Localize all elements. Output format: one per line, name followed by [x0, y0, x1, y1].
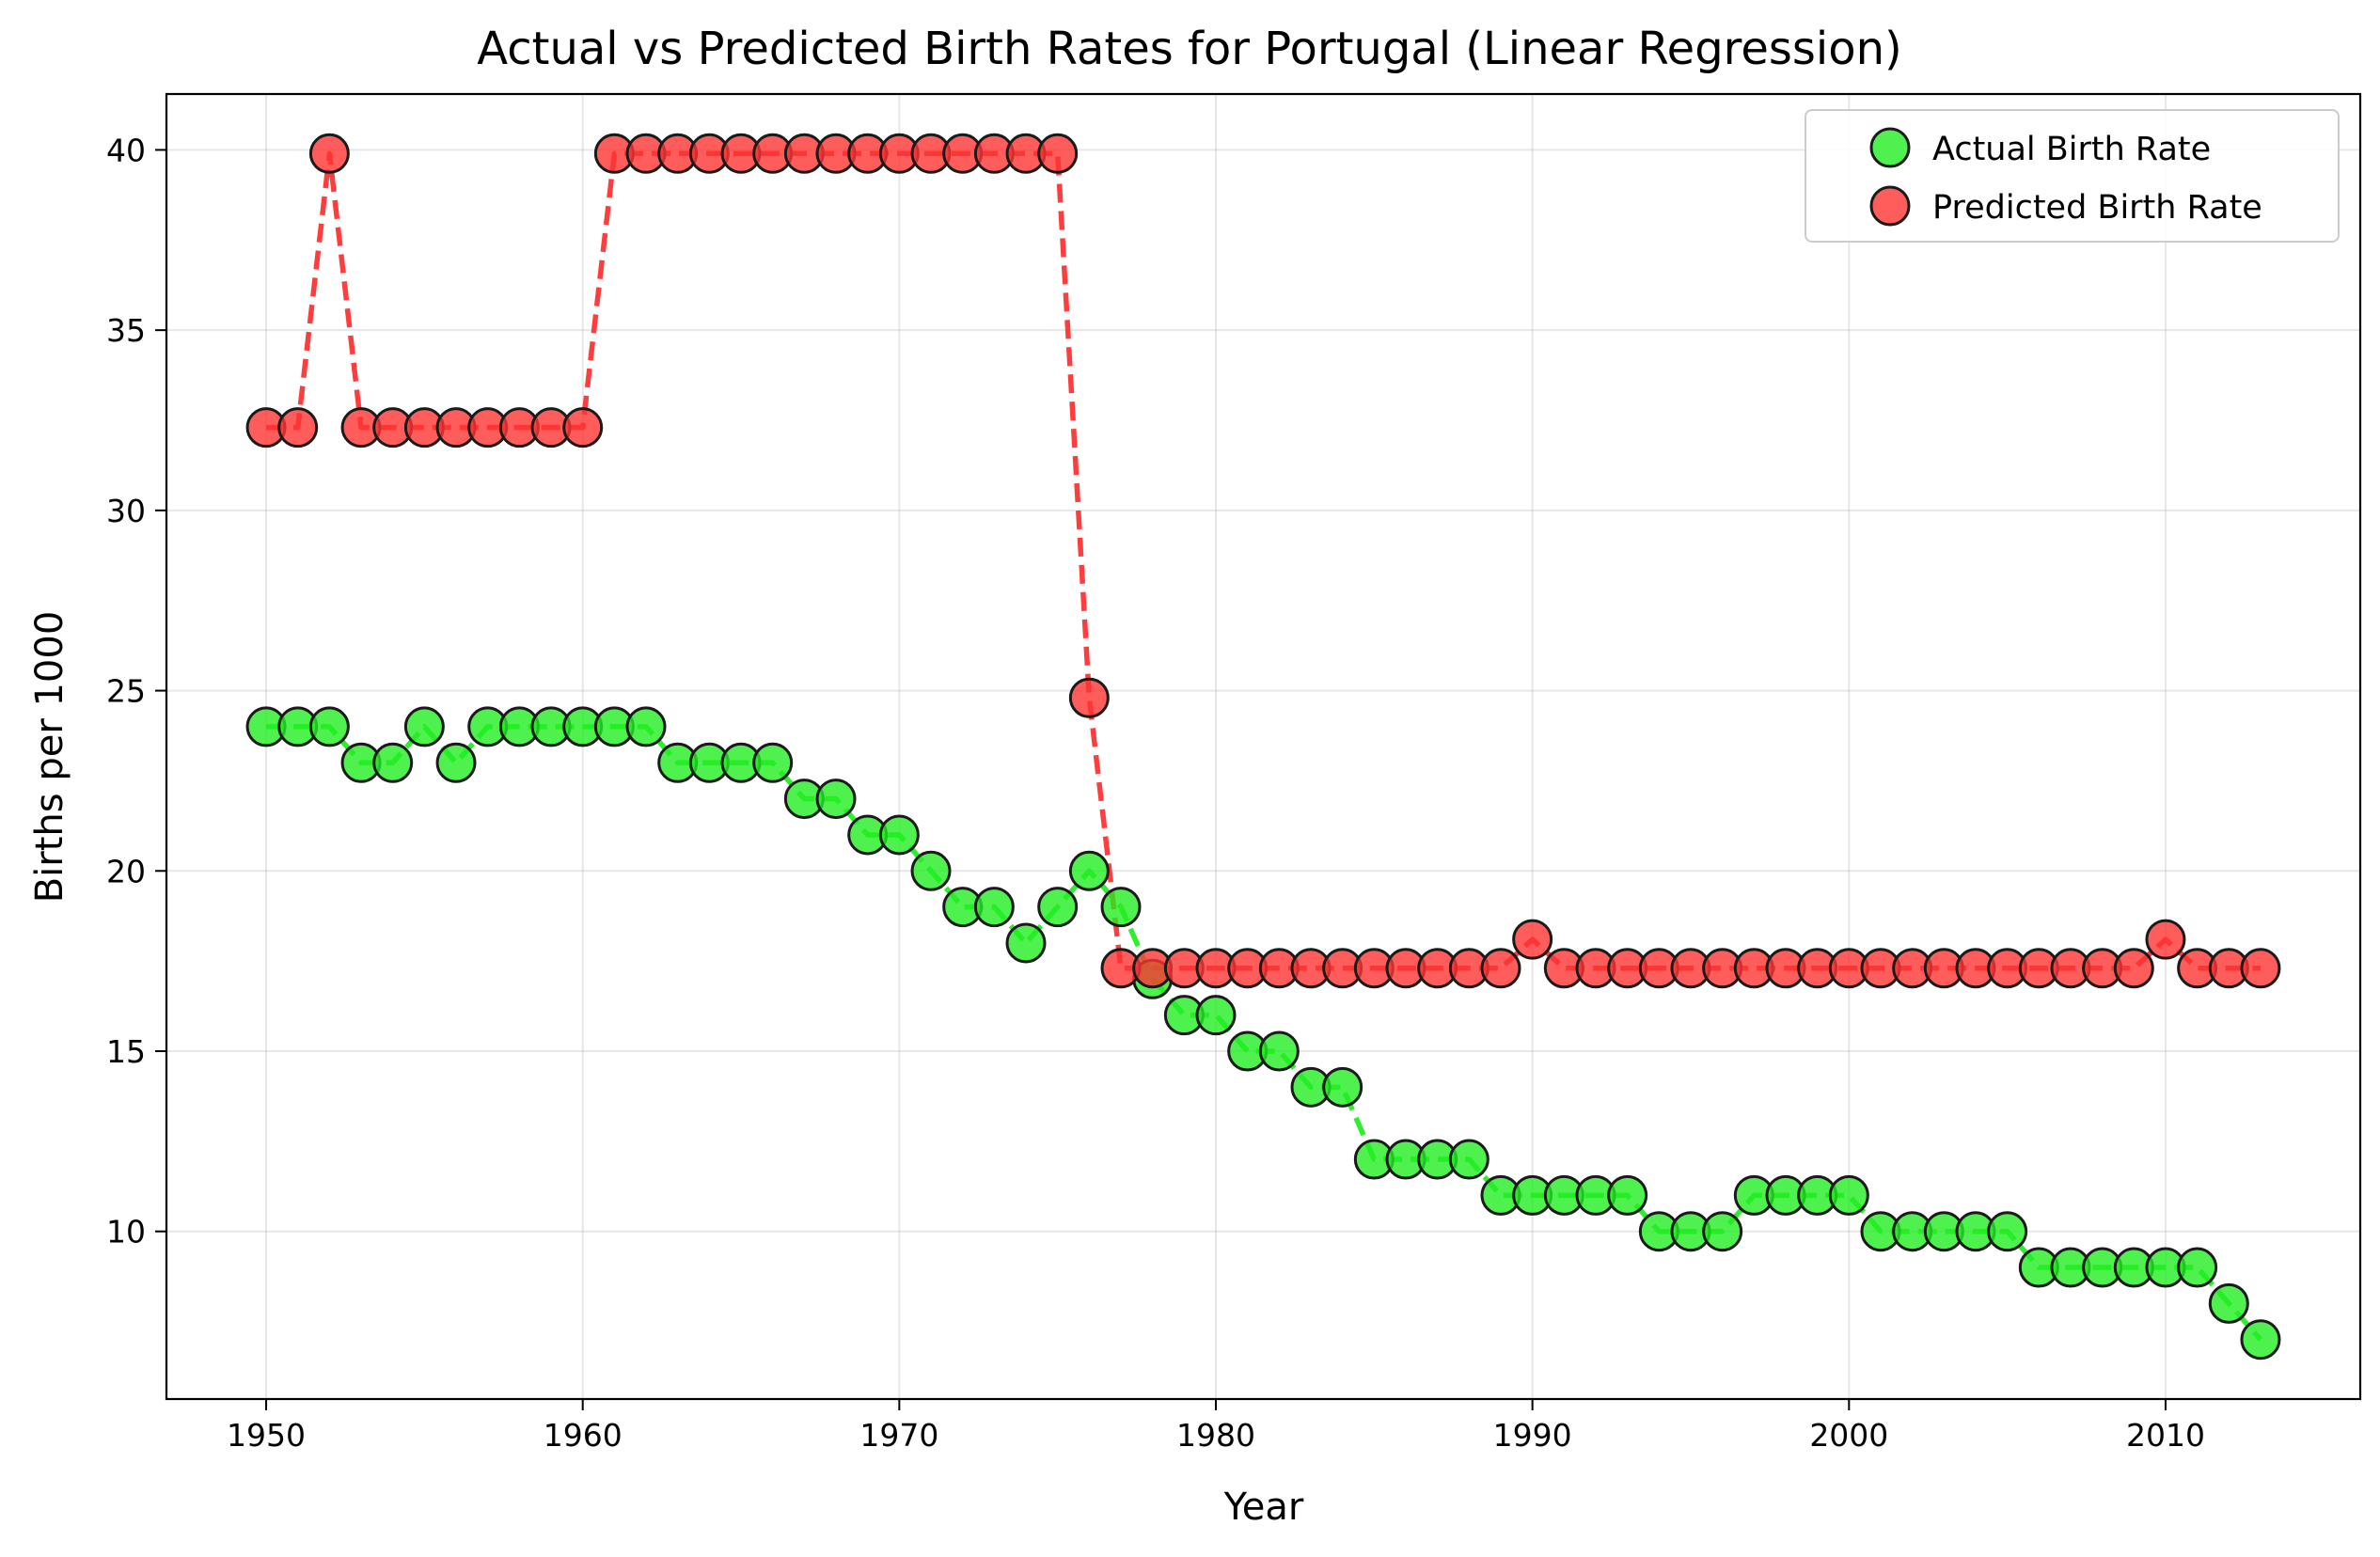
data-point-predicted	[2113, 948, 2154, 989]
data-point-actual	[1037, 887, 1079, 928]
x-tick-label: 2000	[1809, 1417, 1888, 1454]
y-axis-label: Births per 1000	[28, 611, 71, 904]
data-point-predicted	[1480, 948, 1521, 989]
axis-ticks-layer: 1950 1960 1970 1980 1990 2000 2010101520253035…	[106, 132, 2205, 1454]
y-tick-label: 35	[106, 312, 146, 349]
data-point-predicted	[1037, 133, 1079, 174]
data-point-actual	[1828, 1174, 1869, 1216]
legend: Actual Birth Rate Predicted Birth Rate	[1805, 109, 2340, 243]
x-tick-label: 1970	[859, 1417, 938, 1454]
x-tick-label: 1960	[544, 1417, 623, 1454]
data-point-predicted	[2145, 919, 2186, 960]
data-point-actual	[1607, 1174, 1648, 1216]
data-point-actual	[1068, 850, 1110, 891]
data-point-actual	[308, 706, 350, 747]
legend-marker-predicted	[1869, 185, 1911, 227]
data-point-actual	[910, 850, 952, 891]
data-point-actual	[1322, 1066, 1363, 1108]
data-point-actual	[1005, 922, 1047, 964]
y-tick-label: 40	[106, 132, 146, 168]
data-point-predicted	[277, 407, 319, 448]
x-tick-label: 1990	[1493, 1417, 1572, 1454]
legend-label-actual: Actual Birth Rate	[1932, 131, 2211, 168]
chart-title: Actual vs Predicted Birth Rates for Port…	[477, 23, 1901, 75]
data-point-actual	[435, 742, 477, 783]
data-point-predicted	[562, 407, 604, 448]
y-tick-label: 10	[106, 1214, 146, 1250]
data-point-predicted	[308, 133, 350, 174]
data-point-predicted	[1068, 677, 1110, 718]
legend-marker-actual	[1869, 127, 1911, 168]
data-point-actual	[878, 814, 920, 856]
data-point-actual	[752, 742, 794, 783]
data-point-actual	[815, 778, 857, 820]
x-axis-label: Year	[1223, 1486, 1304, 1529]
data-point-actual	[2177, 1247, 2218, 1288]
data-point-actual	[1258, 1030, 1300, 1072]
y-tick-label: 20	[106, 853, 146, 889]
legend-box	[1805, 109, 2340, 243]
data-point-actual	[1100, 887, 1142, 928]
y-tick-label: 25	[106, 673, 146, 710]
x-tick-label: 1950	[227, 1417, 306, 1454]
series-points-layer	[245, 133, 2281, 1360]
data-point-actual	[1702, 1211, 1743, 1252]
data-point-actual	[1195, 995, 1237, 1036]
x-tick-label: 2010	[2126, 1417, 2205, 1454]
data-point-actual	[1448, 1139, 1489, 1180]
data-point-actual	[2208, 1282, 2249, 1324]
grid-layer	[166, 94, 2360, 1399]
data-point-actual	[973, 887, 1015, 928]
data-point-predicted	[1512, 919, 1553, 960]
data-point-actual	[403, 706, 445, 747]
y-tick-label: 30	[106, 493, 146, 529]
data-point-actual	[1987, 1211, 2028, 1252]
x-tick-label: 1980	[1176, 1417, 1255, 1454]
y-tick-label: 15	[106, 1033, 146, 1070]
data-point-actual	[625, 706, 667, 747]
data-point-actual	[372, 742, 414, 783]
data-point-predicted	[2240, 948, 2281, 989]
data-point-actual	[2240, 1319, 2281, 1360]
legend-label-predicted: Predicted Birth Rate	[1932, 189, 2262, 227]
plot-frame	[165, 92, 2362, 1401]
